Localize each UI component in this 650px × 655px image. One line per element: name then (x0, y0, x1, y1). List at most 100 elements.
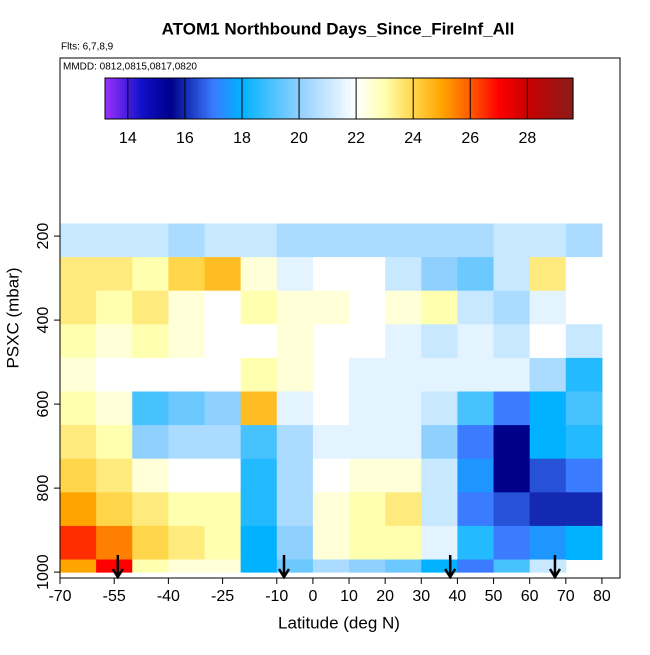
colorbar-swatch (116, 78, 121, 119)
heat-cell (240, 290, 278, 325)
heat-cell (385, 492, 422, 527)
heat-cell (132, 324, 169, 359)
heat-cell (529, 223, 567, 258)
heat-cell (493, 525, 531, 561)
colorbar-swatch (169, 78, 173, 119)
heat-cell (385, 559, 422, 573)
heatmap (60, 223, 603, 573)
heat-cell (204, 458, 242, 493)
colorbar-swatch (482, 78, 486, 119)
arrow (277, 555, 291, 580)
heat-cell (168, 357, 206, 393)
heat-cell (565, 425, 603, 460)
colorbar-swatch (356, 78, 361, 119)
heat-cell (493, 492, 531, 527)
heat-cell (349, 257, 386, 292)
colorbar-swatch (391, 78, 396, 119)
heat-cell (276, 257, 314, 292)
colorbar-swatch (222, 78, 226, 119)
heat-cell (421, 425, 458, 460)
colorbar-swatch (570, 78, 574, 119)
heat-cell (60, 324, 97, 359)
colorbar-swatch (151, 78, 156, 119)
colorbar-swatch (283, 78, 287, 119)
heat-cell (204, 559, 242, 573)
colorbar-swatch (339, 78, 343, 119)
colorbar-swatch (552, 78, 557, 119)
heat-cell (457, 290, 495, 325)
heat-cell (385, 425, 422, 460)
colorbar-swatch (154, 78, 159, 119)
heat-cell (276, 458, 314, 493)
colorbar-swatch (505, 78, 510, 119)
colorbar-swatch (374, 78, 378, 119)
colorbar-swatch (479, 78, 483, 119)
heat-cell (457, 492, 495, 527)
heat-cell (421, 223, 458, 258)
heat-cell (493, 458, 531, 493)
colorbar-swatch (420, 78, 425, 119)
colorbar-swatch (464, 78, 469, 119)
x-tick-label: 30 (412, 588, 430, 605)
colorbar-swatch (145, 78, 150, 119)
heat-cell (457, 559, 495, 573)
x-tick-label: 10 (340, 588, 358, 605)
heat-cell (385, 223, 422, 258)
colorbar-swatch (520, 78, 524, 119)
heat-cell (60, 525, 97, 561)
heat-cell (96, 257, 133, 292)
colorbar-tick-label: 24 (404, 130, 422, 147)
colorbar-swatch (312, 78, 317, 119)
colorbar-tick-label: 18 (233, 130, 251, 147)
colorbar-swatch (514, 78, 519, 119)
colorbar-swatch (499, 78, 504, 119)
heat-cell (96, 391, 133, 426)
heat-cell (240, 492, 278, 527)
colorbar-swatch (447, 78, 451, 119)
colorbar-swatch (523, 78, 527, 119)
colorbar-frame (104, 77, 574, 120)
colorbar-swatch (336, 78, 340, 119)
colorbar-swatch (371, 78, 375, 119)
colorbar-swatch (122, 78, 127, 119)
colorbar-tick-label: 22 (347, 130, 365, 147)
colorbar-swatch (230, 78, 235, 119)
colorbar-swatch (172, 78, 176, 119)
heat-cell (240, 357, 278, 393)
heat-cell (168, 525, 206, 561)
colorbar-swatch (546, 78, 551, 119)
heat-cell (240, 458, 278, 493)
colorbar-swatch (379, 78, 384, 119)
heat-cell (240, 391, 278, 426)
colorbar-swatch (353, 78, 358, 119)
heat-cell (168, 391, 206, 426)
heat-cell (204, 425, 242, 460)
colorbar-swatch (426, 78, 431, 119)
colorbar-swatch (236, 78, 241, 119)
colorbar-swatch (333, 78, 337, 119)
heat-cell (60, 223, 97, 258)
heat-cell (529, 492, 567, 527)
colorbar-swatch (189, 78, 194, 119)
colorbar-swatch (110, 78, 115, 119)
heat-cell (457, 391, 495, 426)
heat-cell (312, 525, 350, 561)
colorbar-swatch (412, 78, 416, 119)
colorbar-swatch (511, 78, 516, 119)
heat-cell (565, 257, 603, 292)
colorbar-swatch (409, 78, 413, 119)
heat-cell (240, 559, 278, 573)
heat-cell (168, 290, 206, 325)
heat-cell (565, 324, 603, 359)
heat-cell (204, 391, 242, 426)
heat-cell (457, 324, 495, 359)
heat-cell (60, 357, 97, 393)
heat-cell (132, 425, 169, 460)
heat-cell (349, 290, 386, 325)
heat-cell (204, 223, 242, 258)
x-tick-label: 70 (557, 588, 575, 605)
x-tick-label: 20 (376, 588, 394, 605)
colorbar-swatch (526, 78, 530, 119)
colorbar-swatch (423, 78, 428, 119)
colorbar-swatch (350, 78, 355, 119)
